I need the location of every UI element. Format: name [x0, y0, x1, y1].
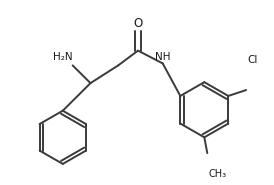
Text: H₂N: H₂N — [53, 52, 73, 62]
Text: NH: NH — [155, 52, 170, 62]
Text: CH₃: CH₃ — [208, 169, 226, 179]
Text: Cl: Cl — [248, 56, 258, 65]
Text: O: O — [133, 17, 142, 30]
